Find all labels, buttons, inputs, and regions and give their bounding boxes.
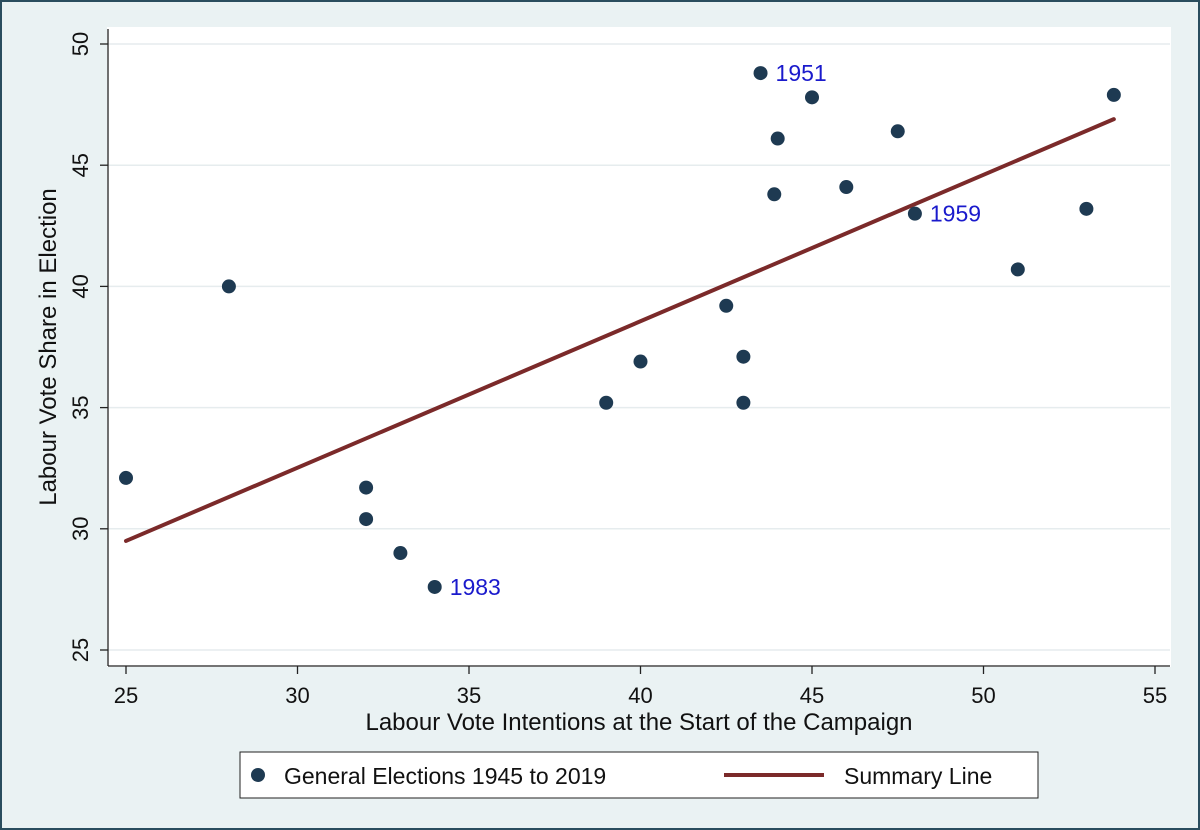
data-point (119, 470, 133, 485)
data-point (719, 298, 734, 313)
points-layer (119, 66, 1121, 594)
data-point (736, 395, 751, 410)
data-point (839, 180, 854, 195)
legend-box (239, 751, 1039, 799)
y-tick-label: 35 (68, 395, 93, 419)
x-tick-label: 55 (1143, 683, 1167, 708)
plot-area (107, 27, 1171, 667)
x-axis-ticks: 25 30 35 40 45 50 55 (114, 666, 1167, 708)
x-tick-label: 40 (628, 683, 652, 708)
y-axis-title: Labour Vote Share in Election (35, 188, 62, 506)
data-point (359, 512, 374, 527)
point-annotation: 1959 (930, 201, 981, 227)
summary-line-layer (124, 117, 1116, 543)
x-tick-label: 30 (285, 683, 309, 708)
annotations-layer: 1983 1951 1959 (450, 60, 981, 600)
y-tick-label: 30 (68, 517, 93, 541)
y-axis-ticks: 25 30 35 40 45 50 (68, 32, 108, 662)
axes (107, 29, 1170, 667)
y-tick-label: 45 (68, 153, 93, 177)
data-point (1106, 87, 1121, 102)
legend-label-scatter: General Elections 1945 to 2019 (284, 763, 606, 789)
data-point (359, 480, 374, 495)
y-tick-label: 50 (68, 32, 93, 56)
legend: General Elections 1945 to 2019 Summary L… (239, 751, 1039, 799)
data-point (427, 579, 442, 594)
data-point (736, 349, 751, 364)
data-point (221, 279, 236, 294)
point-annotation: 1983 (450, 574, 501, 600)
data-point (1010, 262, 1025, 277)
data-point (599, 395, 614, 410)
x-tick-label: 25 (114, 683, 138, 708)
data-point (890, 124, 905, 139)
data-point (907, 206, 922, 221)
data-point (767, 187, 782, 202)
x-axis-title: Labour Vote Intentions at the Start of t… (365, 709, 912, 736)
data-point (770, 131, 785, 146)
y-tick-label: 40 (68, 274, 93, 298)
x-tick-label: 35 (457, 683, 481, 708)
x-tick-label: 45 (800, 683, 824, 708)
x-tick-label: 50 (971, 683, 995, 708)
point-annotation: 1951 (776, 60, 827, 86)
gridlines (108, 43, 1170, 651)
data-point (805, 90, 819, 105)
data-point (753, 66, 768, 81)
legend-dot-marker (251, 768, 265, 782)
legend-label-line: Summary Line (844, 763, 992, 789)
summary-line (124, 117, 1116, 543)
data-point (393, 546, 408, 561)
data-point (633, 354, 648, 369)
data-point (1079, 201, 1094, 216)
y-tick-label: 25 (68, 638, 93, 662)
